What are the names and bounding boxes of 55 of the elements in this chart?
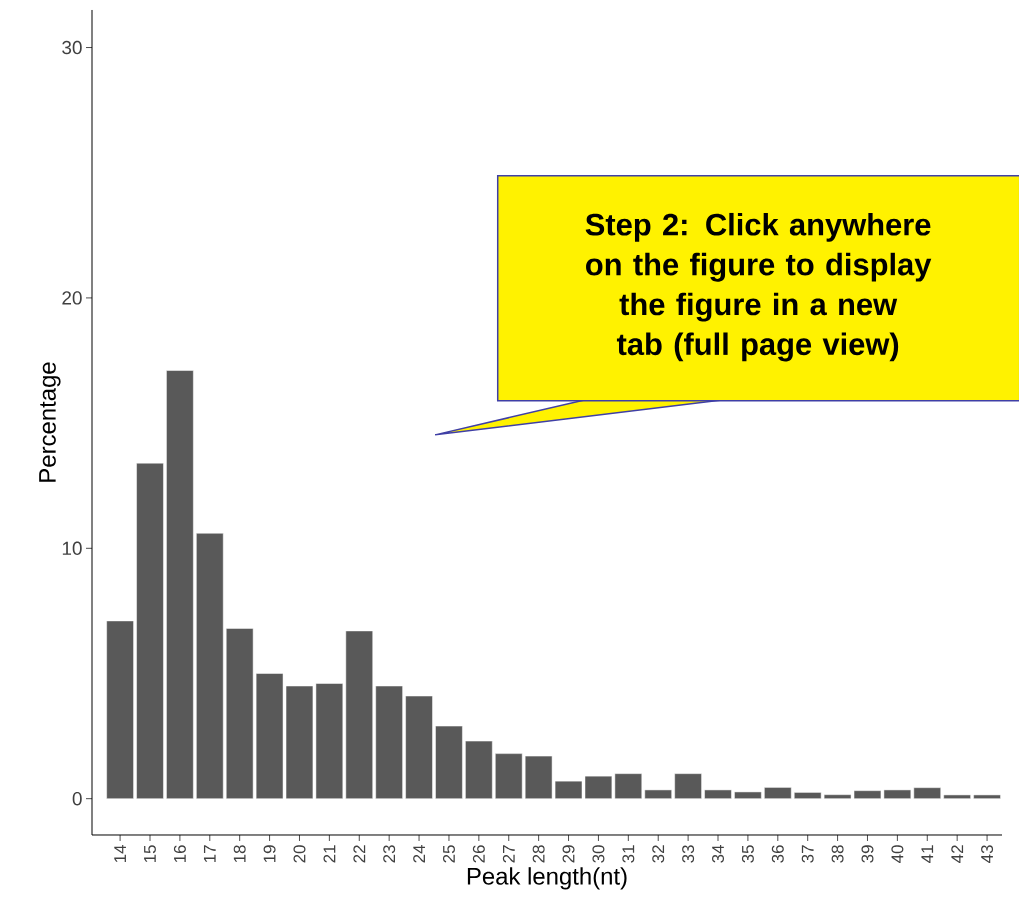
bar — [166, 370, 194, 799]
y-axis-title: Percentage — [39, 362, 61, 482]
x-tick-label: 14 — [114, 845, 126, 863]
bar — [495, 753, 523, 799]
x-tick-label: 26 — [472, 845, 485, 863]
x-tick-label: 18 — [233, 845, 246, 863]
bar — [674, 773, 702, 799]
bar — [644, 789, 672, 799]
annotation: Step 2: Click anywhere on the figure to display the figure in a new tab (full page view) — [585, 212, 932, 362]
x-tick-label: 35 — [741, 845, 754, 863]
x-tick-label: 34 — [712, 845, 725, 863]
bar — [375, 685, 403, 799]
x-tick-label: 17 — [203, 845, 216, 863]
x-tick-label: 42 — [951, 845, 964, 863]
x-tick-label: 38 — [831, 845, 844, 863]
bar — [405, 695, 433, 799]
bar — [764, 787, 792, 799]
x-tick-label: 25 — [442, 845, 455, 863]
x-axis-title: Peak length(nt) — [467, 867, 627, 890]
bar — [465, 740, 493, 799]
x-tick-label: 33 — [682, 845, 695, 863]
bar — [734, 791, 762, 799]
y-tick-label: 10 — [62, 541, 82, 555]
x-tick-label: 41 — [921, 845, 934, 863]
y-tick-label: 20 — [62, 291, 82, 305]
bar — [704, 789, 732, 799]
x-tick-label: 31 — [622, 845, 635, 863]
bar — [943, 794, 971, 799]
bar — [345, 630, 373, 799]
x-tick-label: 21 — [323, 845, 336, 863]
x-tick-label: 40 — [891, 845, 904, 863]
x-tick-label: 29 — [562, 845, 575, 863]
x-tick-label: 36 — [771, 845, 784, 863]
y-tick-label: 0 — [72, 791, 82, 806]
bar — [973, 794, 1001, 799]
x-tick-label: 23 — [383, 845, 396, 863]
y-tick-label: 30 — [62, 40, 82, 55]
bar — [196, 533, 224, 799]
x-tick-label: 32 — [652, 845, 665, 863]
x-tick-label: 30 — [592, 845, 605, 863]
x-tick-label: 27 — [502, 845, 515, 863]
x-tick-label: 39 — [861, 845, 874, 863]
x-tick-label: 15 — [144, 845, 156, 863]
x-tick-label: 22 — [353, 845, 366, 863]
x-tick-label: 20 — [293, 845, 306, 863]
bar — [913, 787, 941, 799]
x-tick-label: 24 — [413, 845, 425, 863]
bar — [435, 725, 463, 799]
x-tick-label: 19 — [263, 845, 276, 863]
x-tick-label: 28 — [532, 845, 545, 863]
x-tick-label: 43 — [981, 845, 994, 863]
bar — [106, 620, 134, 799]
x-tick-label: 16 — [173, 845, 186, 863]
bar — [136, 462, 164, 799]
x-tick-label: 37 — [801, 845, 814, 863]
